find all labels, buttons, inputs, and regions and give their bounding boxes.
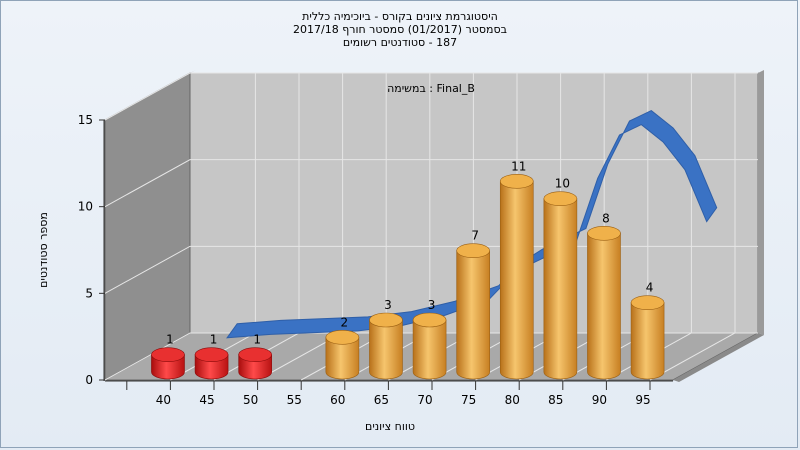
- y-tick-label: 0: [85, 373, 93, 387]
- bar-cap: [194, 347, 229, 362]
- bar: [630, 302, 665, 380]
- x-tick-label: 90: [592, 393, 607, 407]
- bar-value-label: 3: [384, 298, 392, 312]
- axes-layer: 0 5 10 15 40 45 50 55 60 65 70 75 80 85 90 95: [78, 113, 673, 407]
- bar: [456, 250, 490, 380]
- bar: [325, 337, 360, 380]
- bar-cap: [325, 330, 360, 345]
- x-tick-label: 95: [635, 393, 650, 407]
- bar-cap: [587, 226, 621, 241]
- x-tick-label: 85: [548, 393, 563, 407]
- bar-cap: [412, 312, 447, 328]
- bar-value-label: 7: [471, 229, 479, 243]
- bar: [369, 319, 403, 380]
- bar-cap: [151, 347, 185, 362]
- x-tick-label: 45: [199, 393, 214, 407]
- y-tick-label: 15: [78, 113, 93, 127]
- bar: [587, 233, 621, 380]
- y-tick-label: 5: [85, 286, 93, 300]
- chart-title-block: היסטוגרמת ציונים בקורס - ביוכימיה כללית …: [0, 10, 800, 49]
- y-tick-label: 10: [78, 200, 93, 214]
- bar: [543, 198, 578, 380]
- bar-cap: [238, 347, 272, 362]
- chart-title: Final_B : במשימה: [387, 82, 475, 95]
- back-wall-edge: [758, 70, 764, 335]
- title-line-semester: בסמסטר (01/2017) סמסטר חורף 2017/18: [293, 23, 507, 36]
- x-tick-label: 50: [243, 393, 258, 407]
- bar-value-label: 8: [602, 211, 610, 225]
- bar-value-label: 10: [555, 177, 570, 191]
- x-tick-label: 75: [461, 393, 476, 407]
- bar: [412, 319, 447, 380]
- bar: [499, 181, 534, 380]
- x-tick-label: 70: [417, 393, 432, 407]
- y-axis-label: מספר סטודנטים: [37, 212, 50, 288]
- bar-cap: [499, 174, 534, 189]
- x-axis-label: טווח ציונים: [365, 420, 415, 433]
- bar-value-label: 1: [166, 333, 174, 347]
- bar-value-label: 4: [646, 281, 654, 295]
- side-wall: [104, 72, 191, 381]
- bar-value-label: 3: [428, 298, 436, 312]
- floor-edge: [673, 333, 764, 382]
- bar-value-label: 1: [253, 333, 261, 347]
- x-tick-label: 65: [374, 393, 389, 407]
- title-line-course: היסטוגרמת ציונים בקורס - ביוכימיה כללית: [302, 10, 498, 23]
- x-tick-label: 40: [156, 393, 171, 407]
- bar-value-label: 11: [511, 159, 526, 173]
- bar-value-label: 1: [210, 333, 218, 347]
- bar-cap: [456, 243, 490, 258]
- bar-cap: [630, 295, 665, 310]
- grid-line-horizontal: [104, 72, 758, 121]
- grid-line-vertical: [649, 73, 736, 381]
- x-tick-label: 60: [330, 393, 345, 407]
- title-line-students: 187 - סטודנטים רשומים: [342, 36, 458, 49]
- x-tick-label: 80: [505, 393, 520, 407]
- x-tick-label: 55: [287, 393, 302, 407]
- grid-line-horizontal: [104, 159, 758, 208]
- bar-cap: [543, 191, 578, 206]
- bar-value-label: 2: [341, 315, 349, 329]
- bar-cap: [369, 312, 403, 328]
